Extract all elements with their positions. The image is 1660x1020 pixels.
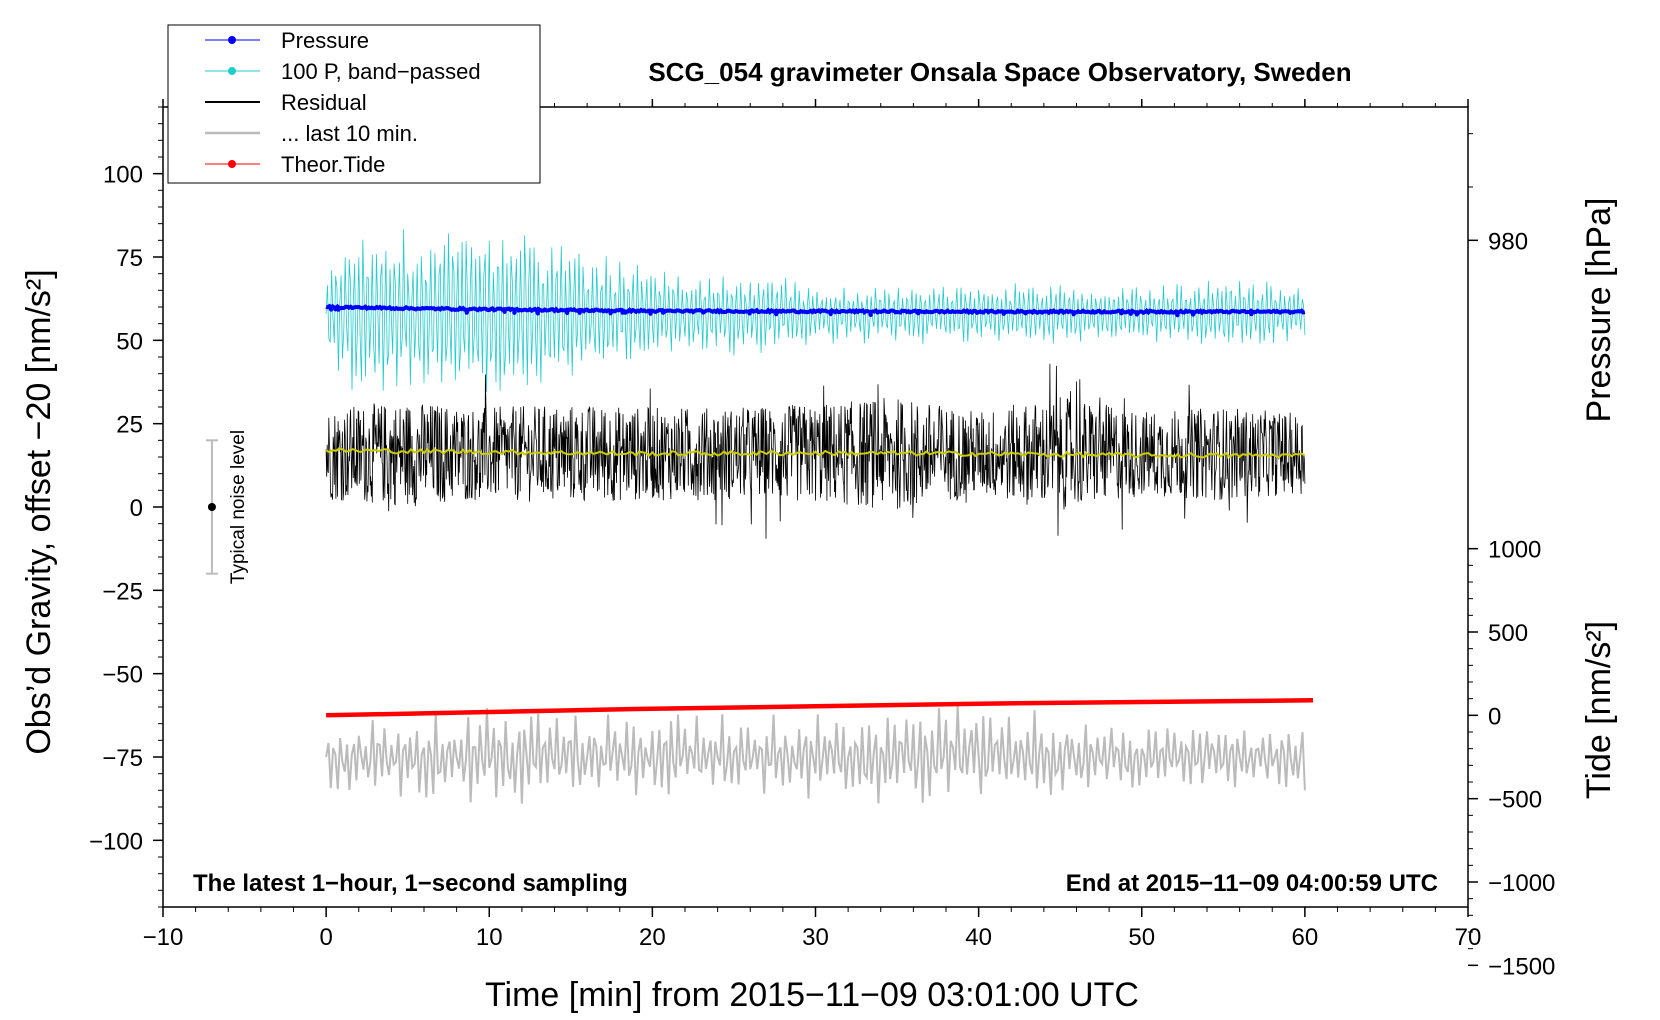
legend-swatch-marker <box>228 67 236 75</box>
series-pressure-point <box>623 310 628 315</box>
tide-tick-label: −1500 <box>1488 953 1555 980</box>
annotation-bottom-right: End at 2015−11−09 04:00:59 UTC <box>1066 870 1438 897</box>
tide-tick-label: −1000 <box>1488 870 1555 897</box>
series-pressure-point <box>608 310 613 316</box>
plot-frame <box>162 106 1469 908</box>
y-tick-label: 50 <box>116 328 143 355</box>
x-tick-label: 70 <box>1455 924 1482 951</box>
series-pressure-point <box>916 310 921 316</box>
series-pressure-point <box>502 309 507 314</box>
pressure-tick-label: 980 <box>1488 228 1528 255</box>
y-tick-label: 75 <box>116 245 143 272</box>
series-pressure-point <box>828 311 833 317</box>
series-pressure-point <box>1001 311 1006 316</box>
series-pressure-point <box>1119 310 1124 316</box>
y-axis-title-left: Obs’d Gravity, offset −20 [nm/s²] <box>20 269 58 754</box>
tide-tick-label: 0 <box>1488 703 1501 730</box>
noise-bar-label: Typical noise level <box>228 430 249 584</box>
x-tick-label: 0 <box>319 924 332 951</box>
y-tick-label: −75 <box>102 745 143 772</box>
legend-label-tide: Theor.Tide <box>281 152 385 177</box>
x-tick-label: 30 <box>802 924 829 951</box>
series-pressure-point <box>464 310 469 315</box>
series-pressure-point <box>1128 311 1133 316</box>
series-pressure-point <box>868 312 873 318</box>
x-axis-title: Time [min] from 2015−11−09 03:01:00 UTC <box>485 976 1139 1014</box>
legend-swatch-marker <box>228 36 236 44</box>
y-tick-label: 0 <box>130 495 143 522</box>
series-pressure-point <box>747 311 752 316</box>
legend-label-pressure: Pressure <box>281 28 369 53</box>
series-bandpassed-line <box>325 229 1306 392</box>
legend-label-last10min: ... last 10 min. <box>281 121 418 146</box>
x-tick-label: 50 <box>1128 924 1155 951</box>
series-tide-line <box>326 698 1314 718</box>
x-tick-label: 10 <box>476 924 503 951</box>
tide-tick-label: 500 <box>1488 620 1528 647</box>
series-pressure-point <box>1190 312 1196 317</box>
y-tick-label: −50 <box>102 662 143 689</box>
series-pressure-point <box>648 311 653 316</box>
tide-tick-label: 1000 <box>1488 537 1541 564</box>
chart-title: SCG_054 gravimeter Onsala Space Observat… <box>648 57 1351 87</box>
x-tick-label: 60 <box>1292 924 1319 951</box>
series-pressure-point <box>1134 312 1140 317</box>
tick-layer: −10 0 10 20 30 40 50 60 70−100−75−50−25025507510… <box>89 99 1555 980</box>
series-residual-mean-line <box>325 447 1306 459</box>
series-pressure-point <box>512 310 517 315</box>
x-tick-label: 40 <box>965 924 992 951</box>
plot-data-layer <box>325 229 1314 804</box>
annotation-bottom-left: The latest 1−hour, 1−second sampling <box>193 870 628 897</box>
series-pressure-point <box>577 310 582 315</box>
y-tick-label: −25 <box>102 578 143 605</box>
series-pressure-point <box>1071 311 1076 317</box>
series-pressure-point <box>328 307 334 312</box>
series-pressure-point <box>774 311 779 317</box>
noise-bar-center-point <box>207 503 216 511</box>
legend-swatch-marker <box>228 160 236 168</box>
series-pressure-point <box>1249 311 1254 317</box>
series-pressure-point <box>1023 310 1028 316</box>
series-pressure-point <box>660 310 666 315</box>
x-tick-label: 20 <box>639 924 666 951</box>
legend-label-bandpassed: 100 P, band−passed <box>281 59 481 84</box>
legend: Pressure 100 P, band−passed Residual ...… <box>167 24 541 184</box>
series-pressure-point <box>336 307 341 312</box>
series-pressure-point <box>535 311 540 316</box>
noise-bar-group: Typical noise level <box>205 430 249 584</box>
series-residual-line <box>325 363 1306 539</box>
y-tick-label: 25 <box>116 412 143 439</box>
y-axis-title-tide: Tide [nm/s²] <box>1580 621 1618 799</box>
legend-label-residual: Residual <box>281 90 367 115</box>
x-tick-label: −10 <box>143 924 184 951</box>
y-tick-label: 100 <box>103 162 143 189</box>
legend-box <box>167 24 541 184</box>
series-pressure-line <box>325 303 1306 316</box>
series-pressure-point <box>701 310 706 315</box>
y-tick-label: −100 <box>89 828 143 855</box>
series-pressure-point <box>1175 312 1180 318</box>
y-axis-title-pressure: Pressure [hPa] <box>1580 198 1618 423</box>
tide-tick-label: −500 <box>1488 787 1542 814</box>
series-last10min-line <box>325 705 1306 804</box>
series-pressure-point <box>564 310 570 315</box>
